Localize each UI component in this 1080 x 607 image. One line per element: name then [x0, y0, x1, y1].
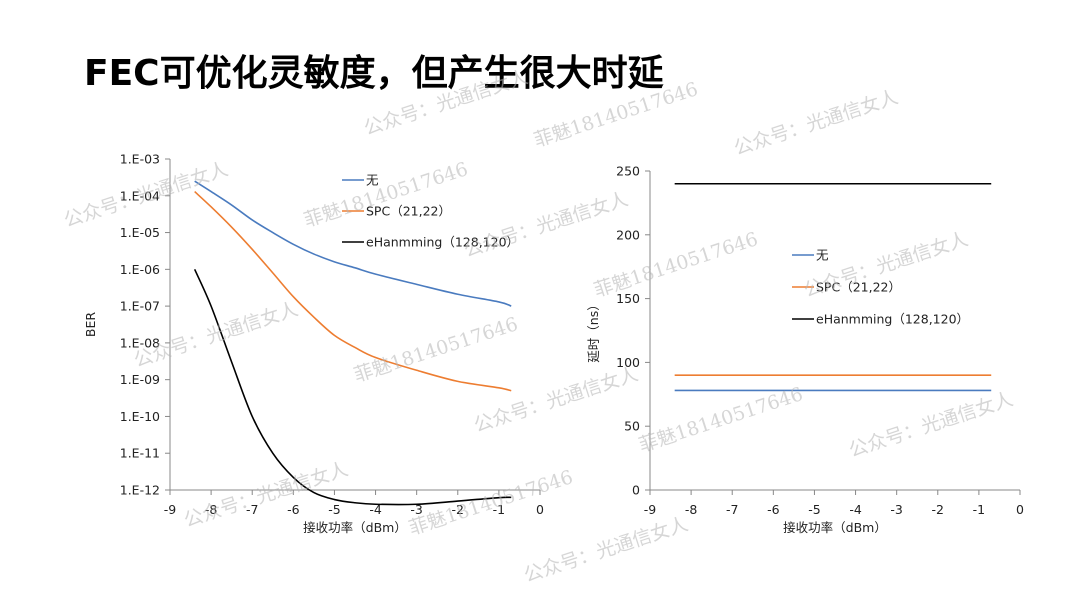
legend-label: SPC（21,22）	[366, 204, 451, 219]
x-tick-label: -4	[369, 502, 382, 517]
x-tick-label: -5	[328, 502, 340, 517]
x-tick-label: -7	[246, 502, 258, 517]
legend-label: SPC（21,22）	[816, 280, 901, 295]
y-tick-label: 1.E-04	[120, 188, 160, 203]
y-tick-label: 100	[616, 355, 640, 370]
y-tick-label: 1.E-10	[120, 409, 160, 424]
x-tick-label: -8	[205, 502, 218, 517]
x-tick-label: 0	[536, 502, 544, 517]
y-tick-label: 50	[624, 419, 640, 434]
x-tick-label: -8	[685, 502, 698, 517]
x-tick-label: -1	[973, 502, 985, 517]
y-tick-label: 0	[632, 483, 640, 498]
legend-label: eHanmming（128,120）	[816, 312, 969, 327]
y-tick-label: 1.E-12	[120, 483, 160, 498]
y-tick-label: 1.E-09	[120, 372, 160, 387]
series-line	[193, 269, 512, 506]
x-tick-label: -6	[767, 502, 780, 517]
series-line	[194, 180, 512, 307]
legend-label: 无	[366, 173, 379, 188]
y-tick-label: 200	[616, 227, 640, 242]
y-tick-label: 1.E-11	[120, 446, 160, 461]
x-tick-label: -5	[808, 502, 820, 517]
x-tick-label: -4	[849, 502, 862, 517]
y-axis-label: 延时（ns）	[586, 298, 601, 362]
x-tick-label: -6	[287, 502, 300, 517]
y-tick-label: 1.E-05	[120, 225, 160, 240]
legend-label: 无	[816, 248, 829, 263]
slide-title: FEC可优化灵敏度，但产生很大时延	[84, 53, 664, 94]
x-tick-label: 0	[1016, 502, 1024, 517]
y-tick-label: 150	[616, 291, 640, 306]
y-tick-label: 1.E-08	[120, 335, 160, 350]
x-axis-label: 接收功率（dBm）	[303, 520, 407, 535]
x-tick-label: -7	[726, 502, 738, 517]
x-tick-label: -1	[493, 502, 505, 517]
x-tick-label: -9	[644, 502, 657, 517]
y-tick-label: 1.E-06	[120, 262, 160, 277]
y-tick-label: 1.E-07	[120, 299, 160, 314]
legend-label: eHanmming（128,120）	[366, 235, 519, 250]
series-line	[194, 191, 512, 392]
x-tick-label: -9	[164, 502, 177, 517]
x-tick-label: -2	[932, 502, 944, 517]
y-tick-label: 250	[616, 164, 640, 179]
y-tick-label: 1.E-03	[120, 152, 160, 167]
x-axis-label: 接收功率（dBm）	[783, 520, 887, 535]
x-tick-label: -3	[890, 502, 902, 517]
y-axis-label: BER	[83, 312, 98, 337]
x-tick-label: -2	[452, 502, 464, 517]
x-tick-label: -3	[410, 502, 422, 517]
